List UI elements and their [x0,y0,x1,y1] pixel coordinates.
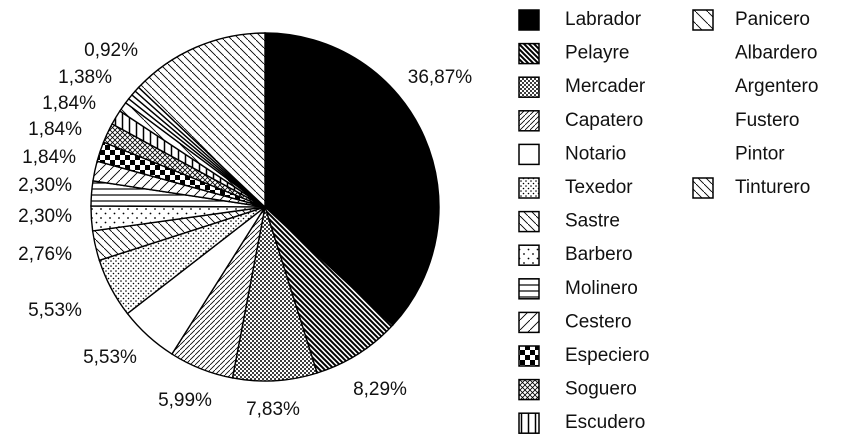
legend-label: Labrador [565,9,642,30]
legend-swatch [518,311,540,334]
legend-swatch [518,412,540,434]
legend-label: Tinturero [735,177,810,198]
legend-swatch [518,9,540,31]
legend-swatch [692,177,714,199]
data-label: 1,38% [58,67,112,88]
pie-slice [137,32,266,209]
data-label: 2,30% [18,206,72,227]
legend-swatch [518,143,540,166]
legend-swatch [518,278,540,300]
legend-label: Capatero [565,110,643,131]
legend-label: Cestero [565,311,632,332]
data-label: 2,30% [18,175,72,196]
data-label: 1,84% [28,119,82,140]
legend-swatch [518,210,540,233]
legend-label: Escudero [565,412,645,433]
legend-swatch [692,9,714,31]
data-label: 5,99% [158,390,212,411]
data-label: 36,87% [408,67,473,88]
legend-label: Panicero [735,9,810,30]
legend-swatch [518,42,540,65]
legend-label: Soguero [565,379,637,400]
legend-swatch [518,76,540,98]
data-label: 5,53% [83,347,137,368]
data-label: 8,29% [353,379,407,400]
legend-label: Molinero [565,278,638,299]
legend-label: Texedor [565,177,633,198]
data-label: 7,83% [246,399,300,420]
legend-swatch [518,378,540,401]
legend-label: Barbero [565,244,633,265]
legend-label: Mercader [565,76,646,97]
legend-label: Albardero [735,43,817,64]
data-label: 1,84% [22,147,76,168]
data-label: 1,84% [42,93,96,114]
data-label: 5,53% [28,300,82,321]
legend-label: Fustero [735,110,799,131]
legend-swatch [518,345,540,367]
legend-swatch [518,244,540,266]
legend-label: Argentero [735,76,818,97]
legend-label: Notario [565,143,626,164]
pie-slice [264,32,440,327]
legend-label: Pelayre [565,43,629,64]
data-label: 0,92% [84,40,138,61]
legend-swatch [518,177,540,199]
legend-label: Pintor [735,143,785,164]
legend-swatch [518,110,540,132]
legend-label: Sastre [565,211,620,232]
data-label: 2,76% [18,244,72,265]
legend-label: Especiero [565,345,650,366]
pie-slice [263,204,394,374]
